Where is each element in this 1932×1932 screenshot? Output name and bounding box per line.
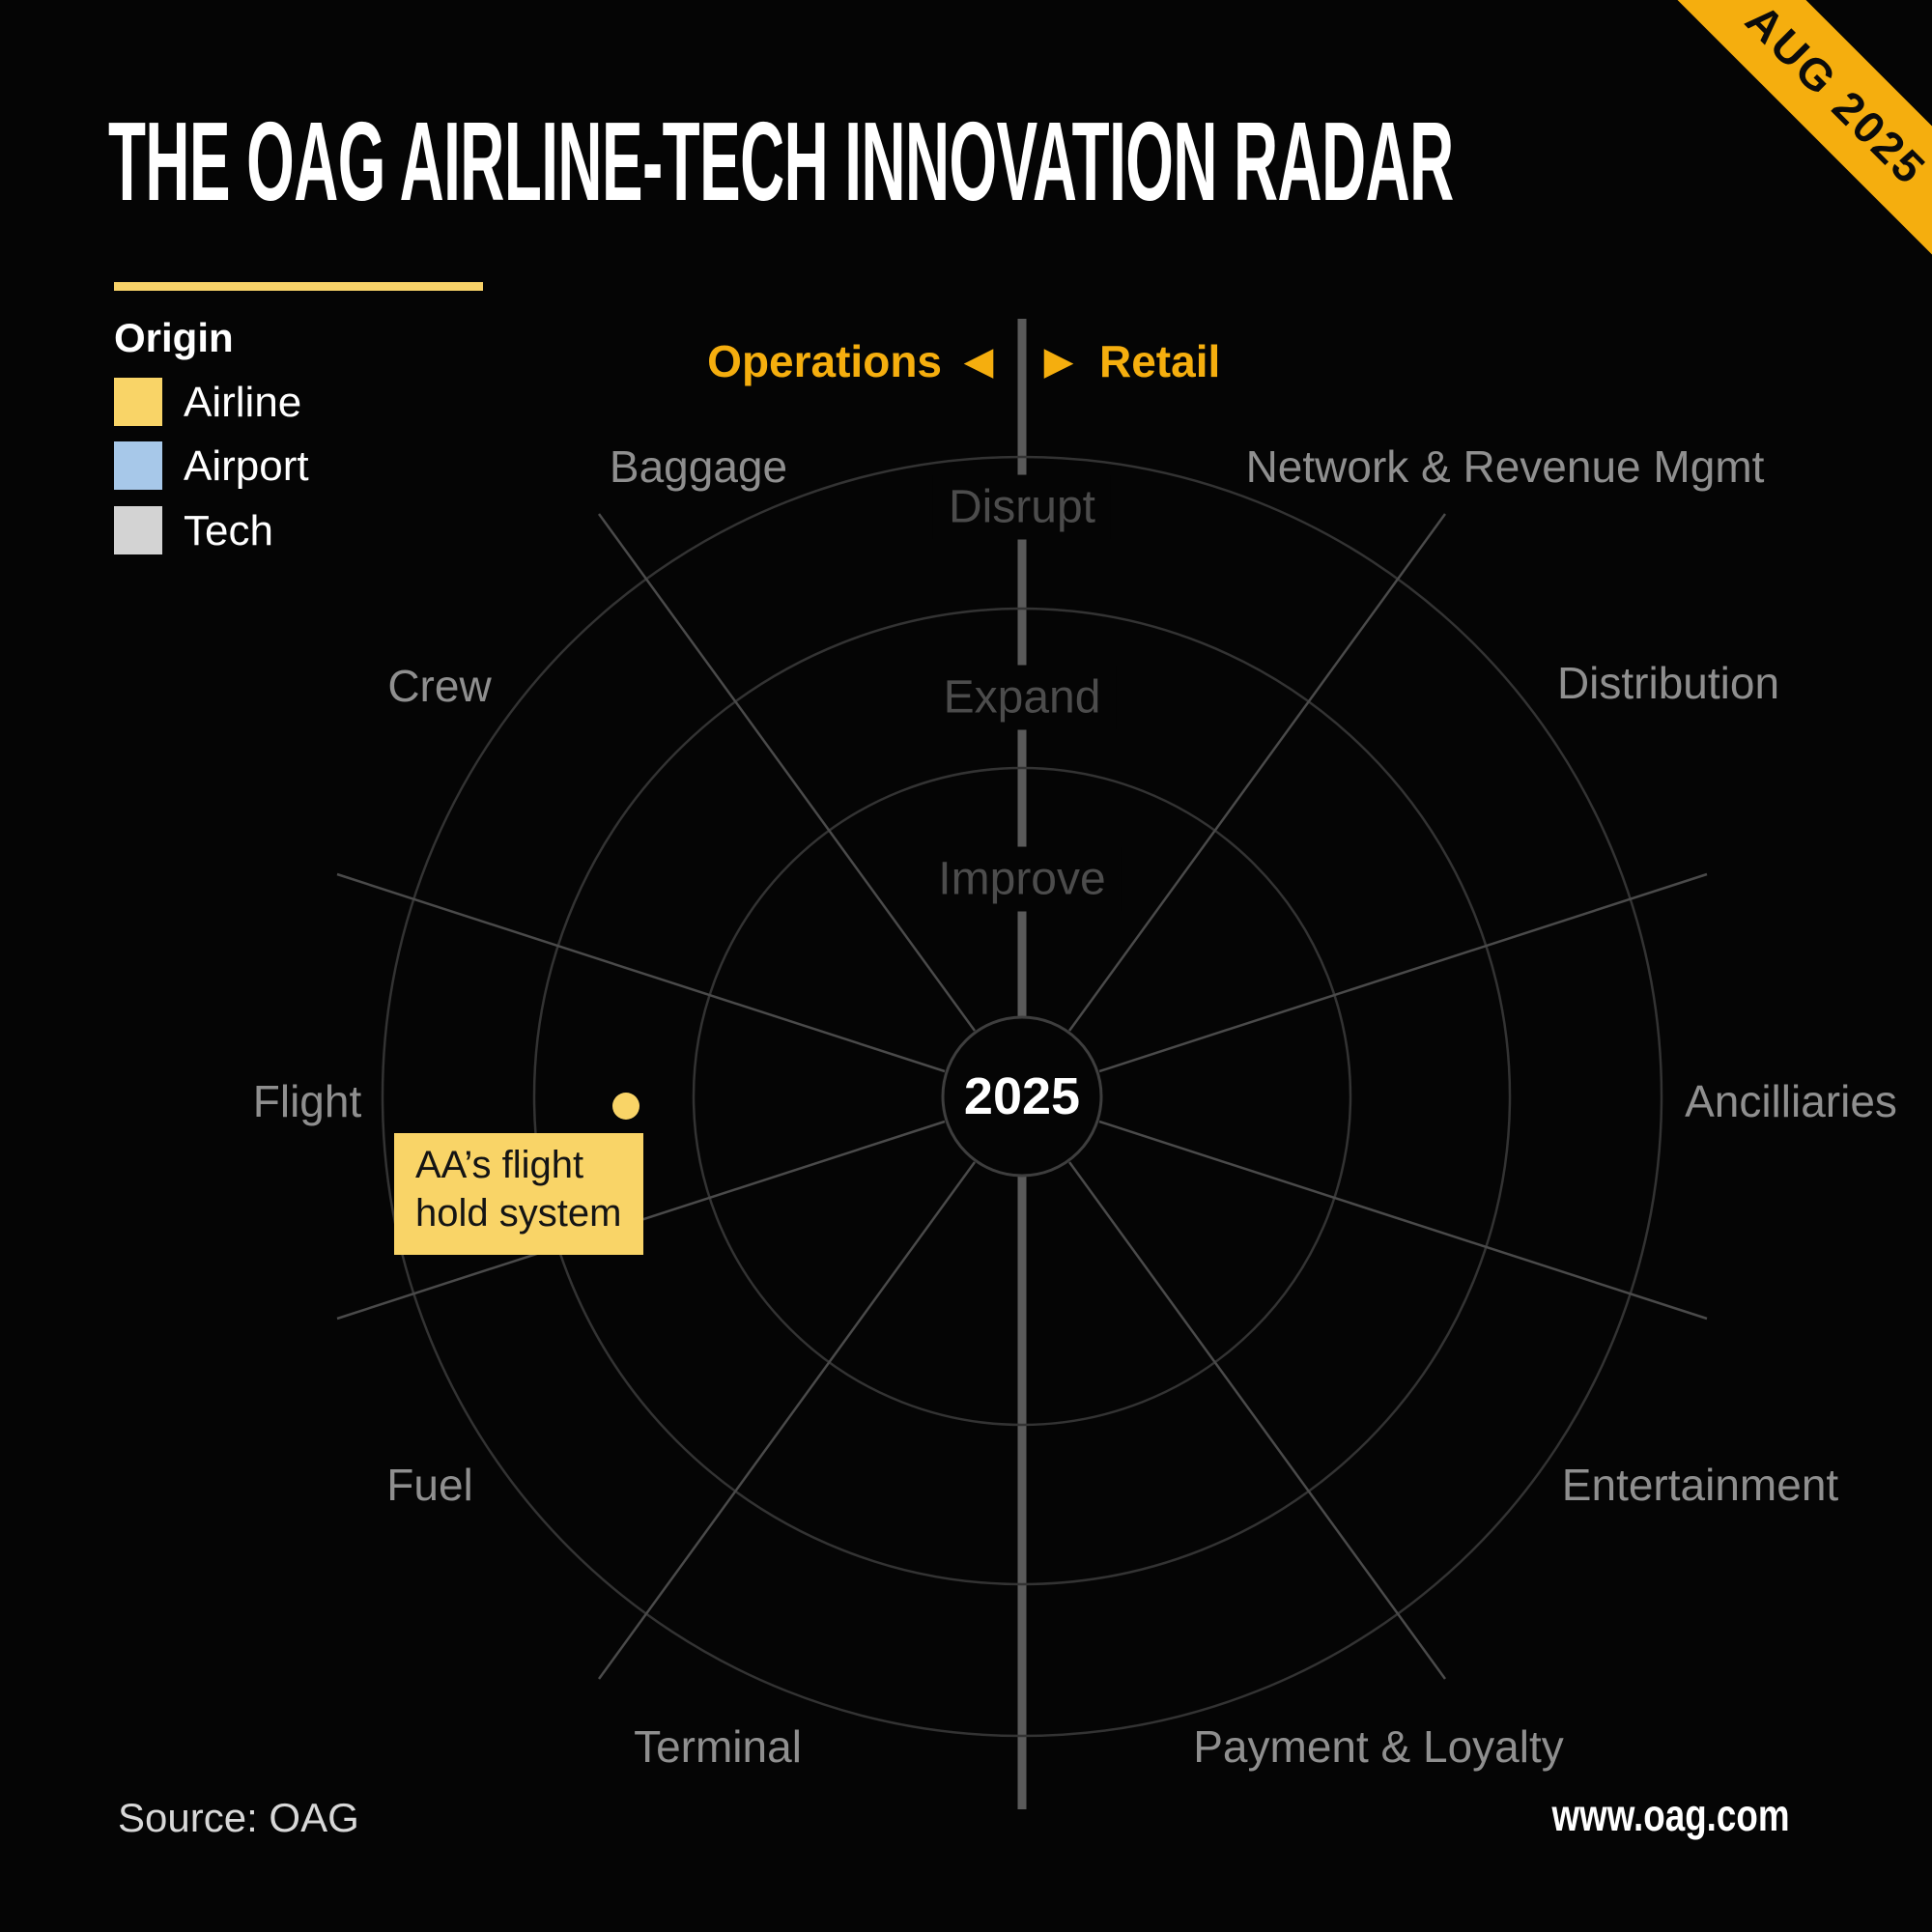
page-title: THE OAG AIRLINE-TECH INNOVATION RADAR	[108, 99, 1454, 224]
sector-spokes	[336, 513, 1708, 1680]
sector-label-ancilliaries: Ancilliaries	[1685, 1076, 1897, 1126]
sector-label-payment: Payment & Loyalty	[1193, 1721, 1564, 1772]
arrow-left-icon: ◀	[963, 340, 994, 383]
legend-title: Origin	[114, 315, 234, 360]
axis-label-retail: Retail	[1099, 336, 1221, 386]
source-note: Source: OAG	[118, 1795, 359, 1840]
sector-label-crew: Crew	[387, 661, 492, 711]
legend-swatch-airport	[114, 441, 162, 490]
sector-label-distribution: Distribution	[1556, 658, 1780, 708]
sector-label-entertainment: Entertainment	[1561, 1460, 1839, 1510]
ring-improve	[692, 766, 1352, 1427]
legend-label-airline: Airline	[184, 379, 302, 426]
ring-expand	[532, 607, 1512, 1586]
axis-label-operations: Operations	[707, 336, 942, 386]
ring-label-expand: Expand	[927, 665, 1117, 730]
title-underline	[114, 282, 483, 291]
ring-circles	[381, 455, 1663, 1738]
legend-swatch-tech	[114, 506, 162, 554]
ring-label-improve: Improve	[923, 846, 1122, 912]
sector-label-flight: Flight	[252, 1076, 362, 1126]
sector-label-baggage: Baggage	[609, 441, 788, 492]
sector-label-terminal: Terminal	[634, 1721, 802, 1772]
center-year-label: 2025	[963, 1067, 1081, 1125]
sector-label-network: Network & Revenue Mgmt	[1245, 441, 1765, 492]
legend-label-airport: Airport	[184, 442, 309, 490]
center-circle	[941, 1015, 1103, 1178]
legend-swatch-airline	[114, 378, 162, 426]
arrow-right-icon: ▶	[1043, 340, 1074, 383]
data-point-aa-flight-hold[interactable]	[612, 1093, 639, 1120]
annotation-label: AA’s flight hold system	[415, 1144, 622, 1235]
sector-label-fuel: Fuel	[386, 1460, 473, 1510]
ring-disrupt	[381, 455, 1663, 1738]
legend-label-tech: Tech	[184, 507, 273, 554]
website-link[interactable]: www.oag.com	[1551, 1790, 1790, 1840]
annotation-box: AA’s flight hold system	[394, 1133, 643, 1255]
ring-label-disrupt: Disrupt	[932, 474, 1112, 540]
